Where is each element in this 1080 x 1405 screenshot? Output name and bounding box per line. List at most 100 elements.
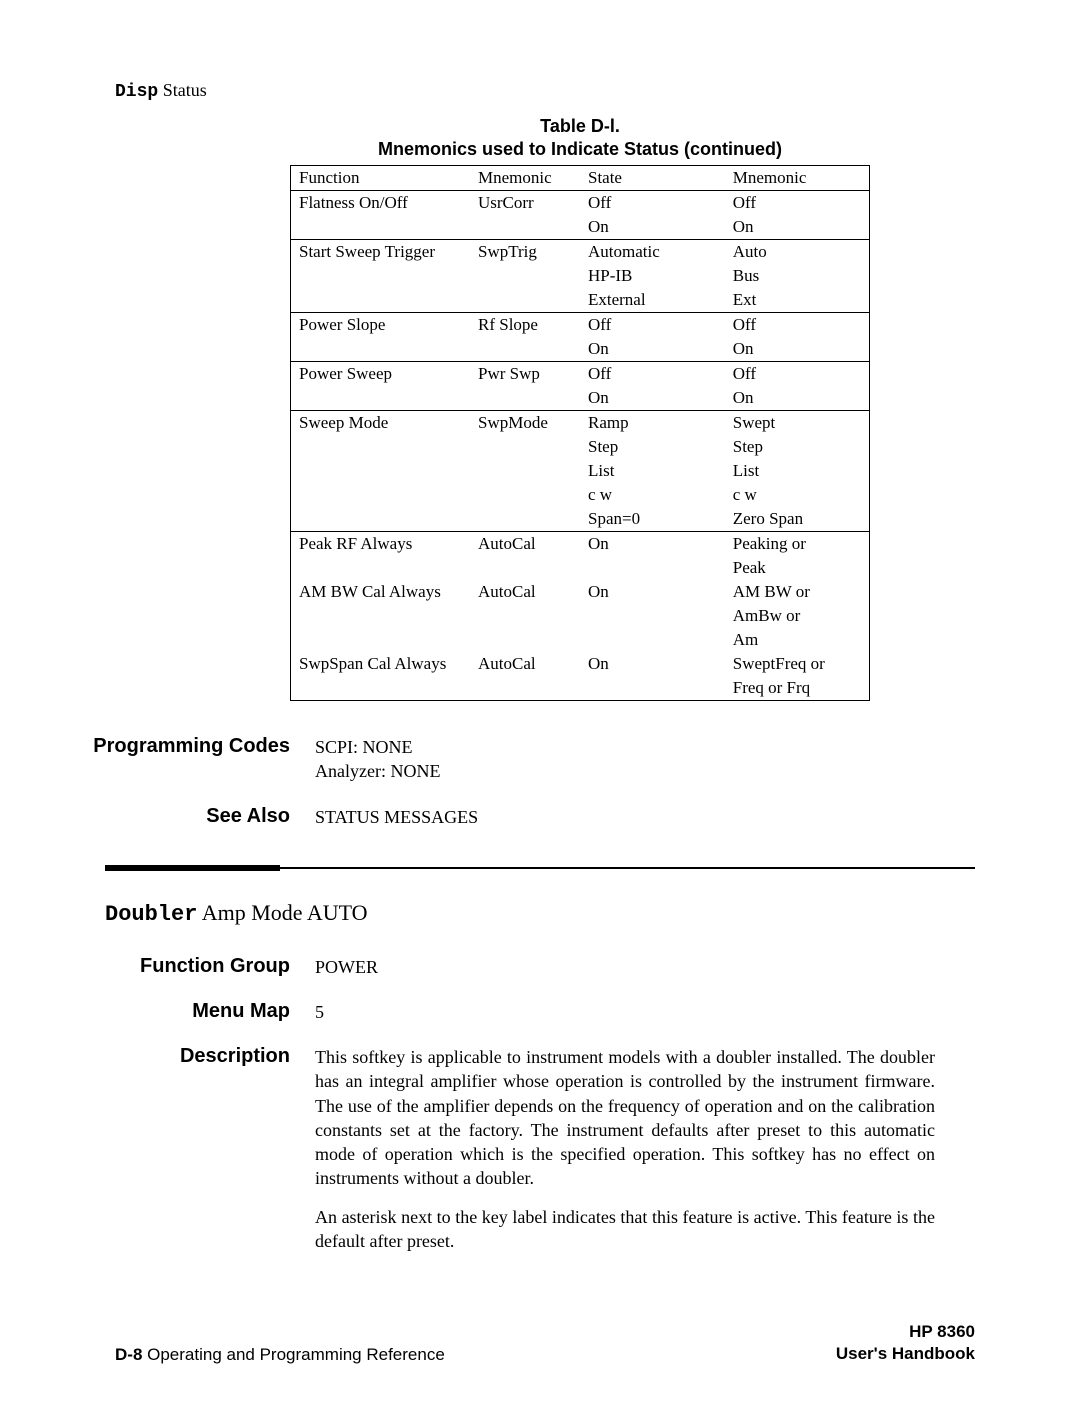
function-group-label: Function Group [60,955,315,978]
table-cell: Span=0 [580,507,725,532]
table-cell: Freq or Frq [725,676,870,701]
prog-codes-l2: Analyzer: NONE [315,759,935,783]
table-cell: Auto [725,240,870,265]
table-title-line2: Mnemonics used to Indicate Status (conti… [290,138,870,161]
function-group-body: POWER [315,955,935,979]
description-label: Description [60,1045,315,1068]
table-cell: Zero Span [725,507,870,532]
table-cell [291,676,470,701]
table-cell [470,507,580,532]
table-cell: Automatic [580,240,725,265]
table-cell [580,676,725,701]
table-cell: SwpMode [470,411,580,436]
table-cell: Power Sweep [291,362,470,387]
header-rest: Status [158,80,207,100]
table-cell: AutoCal [470,652,580,676]
table-cell [291,264,470,288]
col-mnemonic: Mnemonic [470,166,580,191]
prog-codes-l1: SCPI: NONE [315,735,935,759]
table-cell [470,264,580,288]
table-cell: AutoCal [470,532,580,557]
table-cell [470,386,580,411]
see-also-body: STATUS MESSAGES [315,805,935,829]
table-cell: Am [725,628,870,652]
table-cell: External [580,288,725,313]
table-cell: Off [725,313,870,338]
table-cell: HP-IB [580,264,725,288]
section-divider [105,865,975,871]
table-cell: Flatness On/Off [291,191,470,216]
table-cell: Step [725,435,870,459]
table-cell: SwpSpan Cal Always [291,652,470,676]
table-cell: Bus [725,264,870,288]
table-cell [291,288,470,313]
see-also-label: See Also [60,805,315,828]
table-cell [470,459,580,483]
table-cell: On [580,652,725,676]
programming-codes-label: Programming Codes [60,735,315,758]
doubler-rest: Amp Mode AUTO [197,900,367,925]
footer-right-l1: HP 8360 [836,1321,975,1343]
table-cell [470,288,580,313]
header-bold: Disp [115,82,158,102]
table-cell: SwpTrig [470,240,580,265]
description-p1: This softkey is applicable to instrument… [315,1045,935,1191]
table-cell: AmBw or [725,604,870,628]
col-mnemonic2: Mnemonic [725,166,870,191]
description-body: This softkey is applicable to instrument… [315,1045,935,1253]
table-cell: UsrCorr [470,191,580,216]
table-cell: Off [725,191,870,216]
table-cell [291,215,470,240]
table-title: Table D-l. Mnemonics used to Indicate St… [290,115,870,162]
table-cell: On [725,337,870,362]
table-cell [291,337,470,362]
table-cell [580,628,725,652]
table-cell [470,337,580,362]
page-header: Disp Status [115,80,207,102]
table-cell: AM BW Cal Always [291,580,470,604]
table-cell: Step [580,435,725,459]
table-cell: Off [580,362,725,387]
table-cell [470,435,580,459]
table-cell: On [580,215,725,240]
table-cell: Peaking or [725,532,870,557]
table-cell: c w [580,483,725,507]
table-cell: Off [580,191,725,216]
table-cell: Rf Slope [470,313,580,338]
table-cell [470,483,580,507]
table-cell: Ramp [580,411,725,436]
table-cell: Off [580,313,725,338]
table-cell: List [580,459,725,483]
table-cell: On [580,386,725,411]
mnemonics-table: Function Mnemonic State Mnemonic Flatnes… [290,165,870,701]
table-cell: On [580,337,725,362]
table-cell [291,604,470,628]
table-cell: AutoCal [470,580,580,604]
table-cell [580,556,725,580]
footer-left-rest: Operating and Programming Reference [142,1345,444,1364]
doubler-heading: Doubler Amp Mode AUTO [105,900,368,927]
table-cell [291,556,470,580]
footer-left: D-8 Operating and Programming Reference [115,1345,445,1365]
doubler-bold: Doubler [105,902,197,927]
table-cell [291,507,470,532]
table-cell [470,215,580,240]
footer-right-l2: User's Handbook [836,1343,975,1365]
description-p2: An asterisk next to the key label indica… [315,1205,935,1254]
table-cell: On [725,386,870,411]
col-state: State [580,166,725,191]
table-cell: On [580,532,725,557]
table-cell: Peak RF Always [291,532,470,557]
table-cell: Ext [725,288,870,313]
table-cell [291,435,470,459]
table-cell [291,483,470,507]
table-cell: Swept [725,411,870,436]
table-cell [470,628,580,652]
table-cell: Peak [725,556,870,580]
table-title-line1: Table D-l. [290,115,870,138]
table-cell [291,628,470,652]
table-cell [470,604,580,628]
menu-map-body: 5 [315,1000,935,1024]
table-cell [580,604,725,628]
table-cell [291,459,470,483]
